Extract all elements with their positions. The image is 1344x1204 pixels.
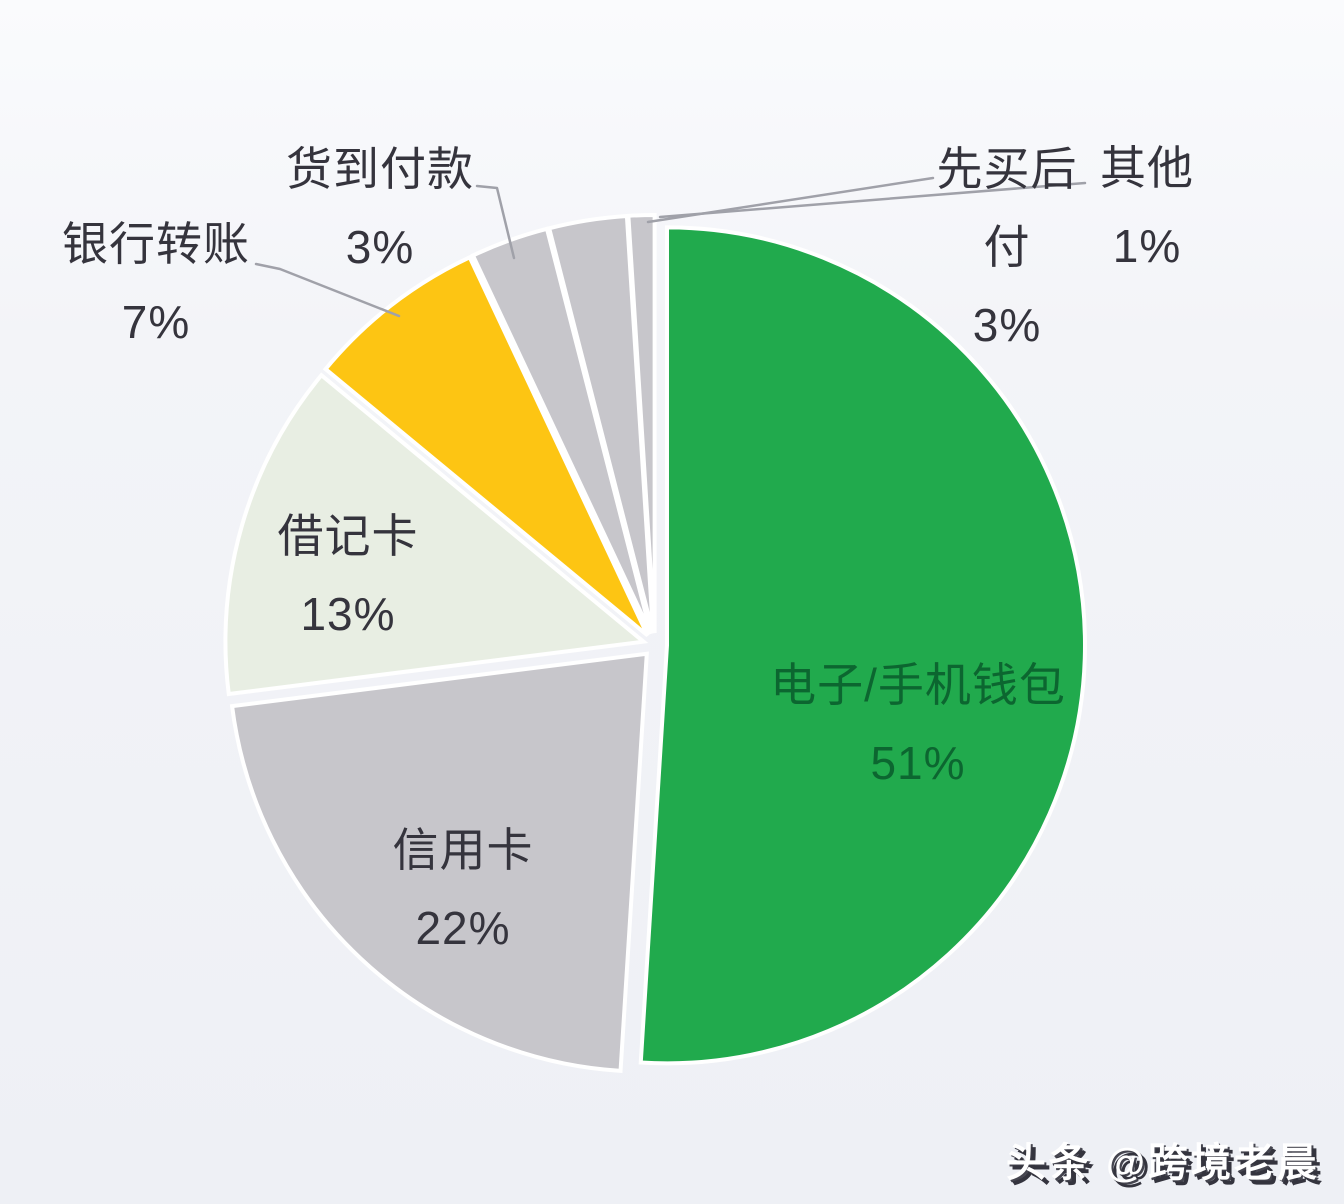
label-credit-card-percent: 22% (415, 902, 511, 954)
label-buy-now-pay-later-text-line2: 付 (983, 221, 1031, 273)
label-bank-transfer-text: 银行转账 (62, 218, 250, 270)
pie-slice-bank-transfer[interactable] (322, 254, 650, 638)
label-e-wallet-text: 电子/手机钱包 (770, 659, 1066, 711)
pie-slice-e-wallet[interactable] (638, 225, 1088, 1066)
pie-slice-other[interactable] (626, 213, 657, 634)
label-buy-now-pay-later-percent: 3% (972, 299, 1042, 351)
label-cash-on-delivery-text: 货到付款 (286, 143, 474, 195)
label-e-wallet: 电子/手机钱包 51% (770, 646, 1066, 802)
pie-slice-credit-card[interactable] (229, 651, 649, 1074)
label-other-percent: 1% (1112, 220, 1182, 272)
label-cash-on-delivery: 货到付款 3% (286, 130, 474, 286)
label-debit-card: 借记卡 13% (278, 497, 419, 653)
pie-slice-debit-card[interactable] (223, 372, 649, 697)
leader-line-other (658, 181, 1087, 219)
leader-lines-group (254, 176, 1087, 318)
leader-line-cash-on-delivery (475, 184, 516, 260)
label-bank-transfer: 银行转账 7% (62, 205, 250, 361)
label-credit-card-text: 信用卡 (392, 824, 534, 876)
label-debit-card-percent: 13% (300, 588, 396, 640)
label-cash-on-delivery-percent: 3% (345, 221, 415, 273)
label-other: 其他 1% (1100, 129, 1194, 285)
label-buy-now-pay-later-text-line1: 先买后 (936, 143, 1078, 195)
label-buy-now-pay-later: 先买后 付 3% (937, 130, 1078, 364)
label-debit-card-text: 借记卡 (277, 510, 419, 562)
pie-slices-group (223, 213, 1088, 1074)
label-other-text: 其他 (1100, 142, 1194, 194)
watermark: 头条 @跨境老晨 (1005, 1141, 1320, 1185)
label-bank-transfer-percent: 7% (121, 296, 191, 348)
label-credit-card: 信用卡 22% (393, 811, 534, 967)
label-e-wallet-percent: 51% (870, 737, 966, 789)
leader-line-bank-transfer (254, 262, 401, 318)
